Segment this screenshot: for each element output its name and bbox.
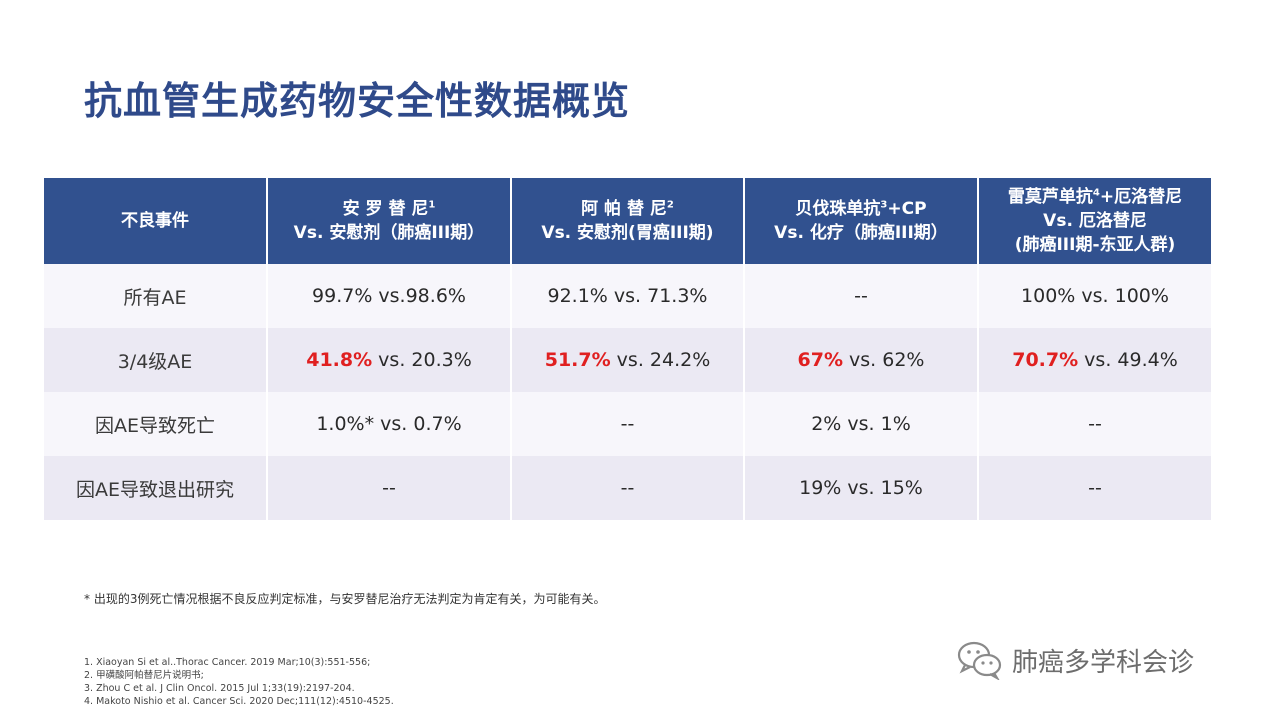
table-cell: 2% vs. 1%: [744, 392, 979, 456]
table-cell: --: [744, 264, 979, 328]
table-row: 所有AE 99.7% vs.98.6% 92.1% vs. 71.3% -- 1…: [44, 264, 1211, 328]
row-label: 3/4级AE: [44, 328, 268, 392]
table-cell: 41.8% vs. 20.3%: [267, 328, 512, 392]
page-title: 抗血管生成药物安全性数据概览: [84, 79, 631, 123]
adverse-events-table: 不良事件 安 罗 替 尼1 Vs. 安慰剂（肺癌III期） 阿 帕 替 尼2 V…: [44, 178, 1211, 520]
table-cell: 92.1% vs. 71.3%: [511, 264, 745, 328]
footnote: * 出现的3例死亡情况根据不良反应判定标准，与安罗替尼治疗无法判定为肯定有关，为…: [84, 592, 606, 606]
table-cell: 70.7% vs. 49.4%: [978, 328, 1211, 392]
table-header-row: 不良事件 安 罗 替 尼1 Vs. 安慰剂（肺癌III期） 阿 帕 替 尼2 V…: [44, 178, 1211, 264]
table-cell: --: [978, 392, 1211, 456]
table-cell: 67% vs. 62%: [744, 328, 979, 392]
header-anlotinib: 安 罗 替 尼1 Vs. 安慰剂（肺癌III期）: [267, 178, 512, 264]
highlight-value: 67%: [797, 349, 843, 371]
references: 1. Xiaoyan Si et al..Thorac Cancer. 2019…: [84, 656, 394, 708]
table-cell: --: [978, 456, 1211, 520]
wechat-icon: [956, 640, 1004, 680]
table-cell: --: [511, 456, 745, 520]
watermark: 肺癌多学科会诊: [956, 640, 1194, 680]
header-ramucirumab: 雷莫芦单抗4+厄洛替尼 Vs. 厄洛替尼 (肺癌III期-东亚人群): [978, 178, 1211, 264]
table-row: 因AE导致死亡 1.0%* vs. 0.7% -- 2% vs. 1% --: [44, 392, 1211, 456]
highlight-value: 70.7%: [1012, 349, 1079, 371]
reference-item: 3. Zhou C et al. J Clin Oncol. 2015 Jul …: [84, 683, 355, 694]
reference-item: 1. Xiaoyan Si et al..Thorac Cancer. 2019…: [84, 657, 371, 668]
table-cell: 51.7% vs. 24.2%: [511, 328, 745, 392]
table-row: 因AE导致退出研究 -- -- 19% vs. 15% --: [44, 456, 1211, 520]
highlight-value: 51.7%: [544, 349, 611, 371]
highlight-value: 41.8%: [306, 349, 373, 371]
row-label: 所有AE: [44, 264, 268, 328]
header-apatinib: 阿 帕 替 尼2 Vs. 安慰剂(胃癌III期): [511, 178, 745, 264]
header-adverse-event: 不良事件: [44, 178, 268, 264]
table-cell: 99.7% vs.98.6%: [267, 264, 512, 328]
reference-item: 2. 甲磺酸阿帕替尼片说明书;: [84, 670, 204, 681]
row-label: 因AE导致退出研究: [44, 456, 268, 520]
table-cell: 1.0%* vs. 0.7%: [267, 392, 512, 456]
reference-item: 4. Makoto Nishio et al. Cancer Sci. 2020…: [84, 696, 394, 707]
table-cell: --: [511, 392, 745, 456]
header-bevacizumab: 贝伐珠单抗3+CP Vs. 化疗（肺癌III期）: [744, 178, 979, 264]
table-cell: 100% vs. 100%: [978, 264, 1211, 328]
table-cell: 19% vs. 15%: [744, 456, 979, 520]
watermark-text: 肺癌多学科会诊: [1012, 647, 1195, 678]
row-label: 因AE导致死亡: [44, 392, 268, 456]
table-cell: --: [267, 456, 512, 520]
table-row: 3/4级AE 41.8% vs. 20.3% 51.7% vs. 24.2% 6…: [44, 328, 1211, 392]
